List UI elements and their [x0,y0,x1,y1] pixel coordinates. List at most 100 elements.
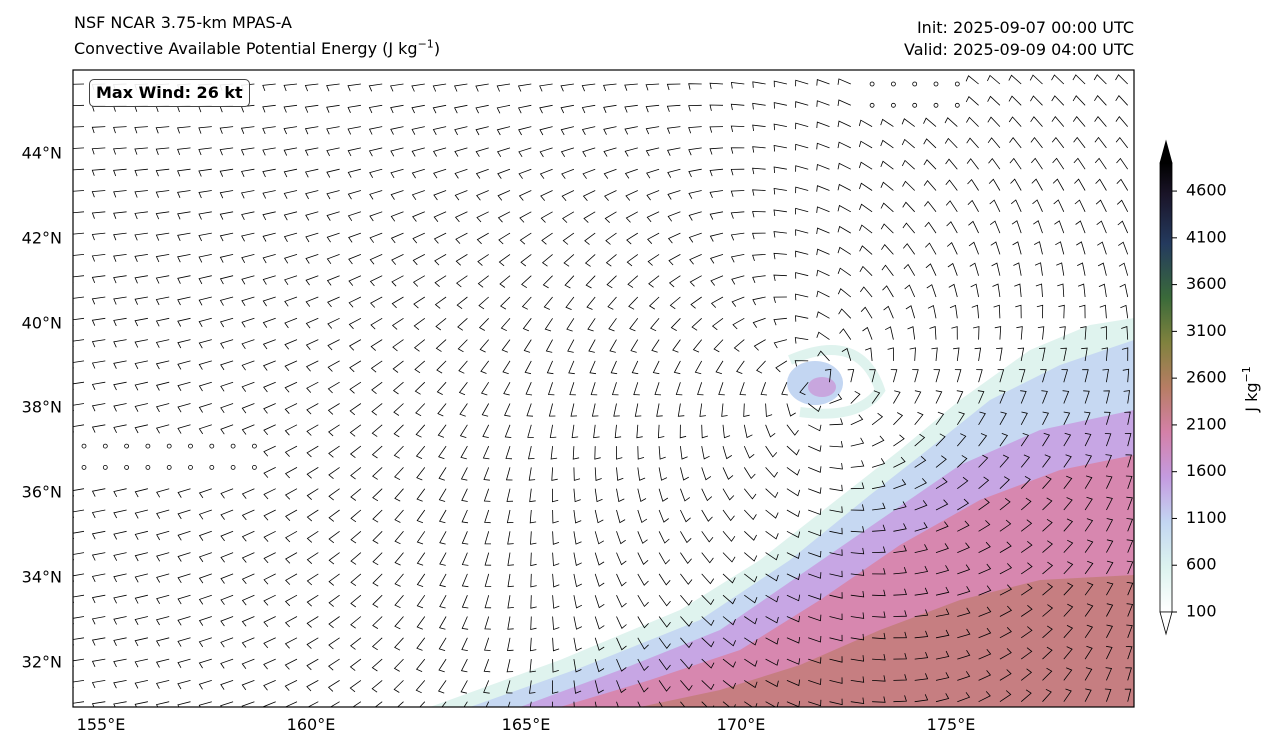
wind-barb [701,680,715,691]
wind-barb [1058,304,1065,319]
wind-barb [624,168,638,179]
wind-barb [817,350,830,362]
wind-barb [925,263,937,276]
wind-barb [987,116,1001,127]
wind-barb [91,488,106,497]
wind-barb [347,126,361,135]
wind-barb [850,569,865,576]
wind-barb [1147,561,1153,574]
lon-tick-label: 165°E [502,715,551,734]
wind-barb [177,317,191,327]
wind-barb [461,552,469,566]
wind-barb [1116,178,1129,191]
wind-barb [497,190,511,201]
wind-barb [437,424,447,438]
wind-barb [594,616,605,630]
wind-barb [73,83,85,90]
wind-barb [552,531,560,545]
wind-barb [1097,262,1107,276]
wind-barb [263,424,276,436]
wind-barb [1147,519,1153,532]
wind-barb [680,573,693,585]
wind-barb [1117,220,1129,234]
wind-barb [306,637,319,649]
wind-barb [262,317,276,328]
wind-barb [219,254,234,263]
wind-barb [475,104,489,114]
wind-barb [156,530,170,541]
wind-barb [306,381,319,393]
wind-barb [284,360,298,372]
wind-barb [795,315,809,322]
wind-barb [765,658,779,666]
wind-barb [502,360,511,375]
wind-barb [415,403,426,417]
wind-barb [1093,74,1107,85]
wind-barb [765,445,778,458]
wind-barb [220,552,234,563]
wind-barb [893,456,906,468]
wind-barb [155,168,170,177]
wind-barb [198,701,212,707]
wind-barb [91,275,106,284]
wind-barb [177,381,191,391]
wind-barb [241,424,255,435]
wind-barb [1052,157,1065,170]
wind-barb [177,424,191,434]
wind-barb [113,403,127,412]
wind-barb [786,594,801,602]
wind-barb [594,446,601,460]
wind-barb [999,690,1012,703]
wind-barb [730,168,745,176]
wind-barb [850,526,865,533]
wind-barb [73,530,85,540]
wind-barb [368,126,383,135]
wind-barb [416,723,425,735]
init-time: Init: 2025-09-07 00:00 UTC [916,18,1134,37]
wind-barb [113,552,127,561]
wind-barb [773,317,787,326]
wind-barb [616,595,627,608]
wind-barb [883,305,894,319]
wind-barb [519,232,532,245]
wind-barb [694,360,703,375]
wind-barb [394,552,404,566]
wind-barb [1084,539,1094,553]
wind-barb [1122,368,1130,383]
wind-barb [484,531,492,545]
wind-barb [435,317,447,331]
wind-barb [134,680,148,689]
wind-barb [872,502,886,511]
wind-barb [636,424,643,439]
wind-barb [262,254,276,264]
wind-barb [701,701,715,707]
wind-barb [914,651,929,660]
wind-barb [560,83,574,92]
wind-barb [499,275,511,288]
wind-barb [999,541,1012,553]
wind-barb [1123,390,1130,404]
wind-barb [134,296,148,305]
wind-barb [837,141,851,149]
wind-barb [326,275,340,286]
wind-barb [581,126,596,135]
wind-barb [391,254,404,265]
wind-barb [1051,74,1065,85]
wind-barb [1011,220,1022,234]
wind-barb [1139,242,1149,254]
wind-barb [970,283,979,298]
wind-barb [850,697,865,704]
wind-barb [73,552,85,561]
wind-barb [999,476,1010,489]
wind-barb [710,275,724,286]
wind-barb [73,594,85,603]
wind-barb [893,652,907,660]
wind-barb [518,190,532,201]
wind-barb [416,616,426,630]
wind-barb [701,424,709,439]
wind-barb [816,227,830,235]
wind-barb [1063,561,1074,575]
wind-barb [614,424,622,439]
wind-barb [284,680,298,691]
wind-barb [412,232,425,244]
